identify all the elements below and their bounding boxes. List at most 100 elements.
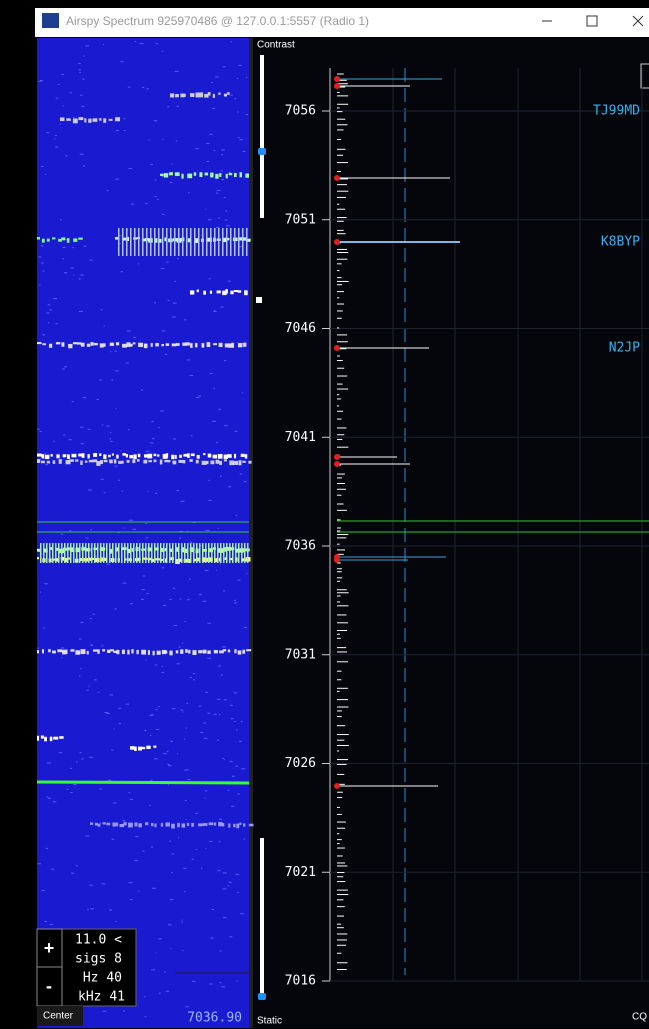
- spot-callsign[interactable]: K8BYP: [601, 235, 640, 250]
- noise: [72, 247, 74, 249]
- noise: [242, 150, 246, 152]
- signal-burst: [130, 543, 132, 563]
- signal-trace: [52, 237, 56, 240]
- noise: [41, 262, 44, 264]
- signal-trace: [143, 459, 148, 464]
- noise: [135, 836, 139, 838]
- signal-burst: [82, 543, 84, 563]
- signal-trace: [153, 459, 157, 463]
- contrast-slider[interactable]: [260, 55, 264, 218]
- noise: [47, 304, 51, 306]
- noise: [218, 818, 223, 820]
- noise: [222, 66, 226, 68]
- noise: [133, 336, 136, 338]
- noise: [176, 258, 179, 260]
- signal-trace: [217, 453, 223, 459]
- signal-burst: [145, 543, 147, 563]
- signal-trace: [229, 460, 234, 466]
- noise: [176, 105, 179, 107]
- signal-burst: [150, 228, 152, 256]
- center-button[interactable]: [37, 1006, 83, 1026]
- signal-trace: [161, 548, 165, 552]
- signal-trace: [171, 343, 177, 347]
- noise: [115, 408, 117, 410]
- noise: [198, 593, 203, 595]
- signal-trace: [66, 118, 71, 121]
- spot-callsign[interactable]: TJ99MD: [593, 104, 640, 119]
- noise: [158, 992, 161, 994]
- noise: [179, 598, 182, 600]
- signal-trace: [53, 736, 59, 740]
- noise: [185, 727, 187, 729]
- signal-trace: [123, 822, 127, 826]
- noise: [246, 573, 248, 575]
- signal-trace: [99, 343, 104, 348]
- signal-trace: [175, 650, 179, 654]
- side-tab[interactable]: [640, 63, 649, 89]
- noise: [213, 149, 216, 151]
- readout-line: Hz 40: [83, 971, 122, 986]
- noise: [229, 704, 233, 706]
- signal-trace: [147, 453, 153, 459]
- noise: [149, 442, 154, 444]
- signal-trace: [222, 290, 227, 296]
- signal-trace: [58, 459, 62, 464]
- noise: [147, 490, 149, 492]
- noise: [128, 167, 132, 169]
- signal-trace: [103, 343, 106, 347]
- signal-trace: [71, 453, 77, 458]
- signal-trace: [129, 454, 134, 459]
- noise: [128, 882, 133, 884]
- signal-trace: [171, 454, 175, 460]
- contrast-knob[interactable]: [258, 148, 266, 155]
- noise: [178, 837, 180, 839]
- zoom-out-button[interactable]: [36, 966, 63, 1007]
- signal-trace: [41, 649, 44, 654]
- noise: [164, 353, 168, 355]
- noise: [207, 712, 211, 714]
- signal-trace: [187, 558, 191, 563]
- noise: [113, 802, 117, 804]
- signal-trace: [225, 289, 228, 294]
- signal-trace: [141, 238, 147, 242]
- static-slider[interactable]: [260, 838, 264, 996]
- close-button[interactable]: [632, 15, 644, 27]
- signal-burst: [100, 543, 102, 563]
- noise: [38, 256, 42, 258]
- signal-trace: [185, 342, 190, 346]
- static-label: Static: [257, 1016, 282, 1027]
- signal-trace: [124, 558, 127, 561]
- noise: [234, 599, 236, 601]
- noise: [208, 479, 210, 481]
- noise: [186, 359, 191, 361]
- signal-trace: [157, 454, 160, 457]
- noise: [216, 226, 220, 228]
- signal-dot: [334, 175, 340, 181]
- noise: [185, 769, 189, 771]
- noise: [117, 479, 120, 481]
- noise: [171, 316, 176, 318]
- spot-callsign[interactable]: N2JP: [609, 341, 640, 356]
- static-knob[interactable]: [258, 993, 266, 1000]
- noise: [88, 685, 90, 687]
- zoom-in-button[interactable]: [36, 928, 63, 968]
- maximize-button[interactable]: [586, 15, 598, 27]
- noise: [71, 401, 74, 403]
- signal-burst: [139, 543, 141, 563]
- noise: [148, 139, 150, 141]
- signal-trace: [165, 343, 170, 346]
- signal-trace: [116, 649, 120, 655]
- noise: [228, 881, 232, 883]
- signal-trace: [122, 453, 126, 456]
- signal-burst: [194, 228, 196, 256]
- noise: [240, 720, 243, 722]
- noise: [49, 309, 52, 311]
- noise: [169, 840, 171, 842]
- signal-trace: [227, 92, 230, 95]
- signal-burst: [174, 228, 176, 256]
- axis-label: 7021: [285, 865, 316, 880]
- noise: [96, 398, 99, 400]
- signal-burst: [58, 543, 60, 563]
- signal-trace: [238, 237, 244, 241]
